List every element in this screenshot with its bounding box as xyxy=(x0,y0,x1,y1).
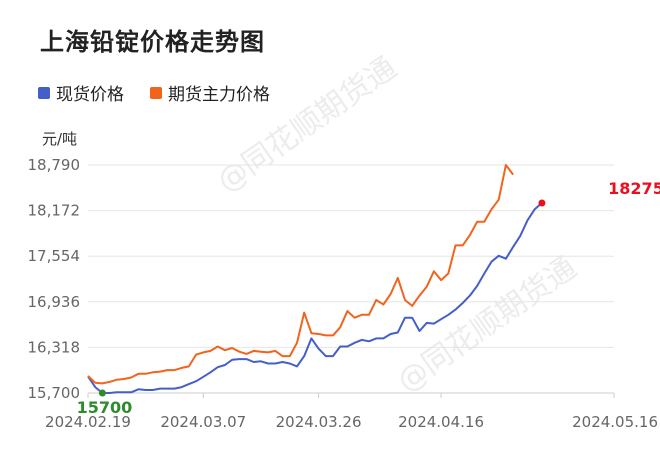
legend-item-spot[interactable]: 现货价格 xyxy=(38,80,124,105)
legend-swatch-futures xyxy=(150,86,162,99)
series-line-spot xyxy=(87,202,543,394)
legend-item-futures[interactable]: 期货主力价格 xyxy=(150,80,270,105)
y-tick-label: 15,700 xyxy=(28,384,81,402)
low-marker xyxy=(98,389,106,397)
x-tick-label: 2024.04.16 xyxy=(398,413,484,431)
y-tick-label: 17,554 xyxy=(28,247,81,265)
x-tick-label: 2024.02.19 xyxy=(45,413,131,431)
x-tick-label: 2024.03.07 xyxy=(160,413,246,431)
y-tick-label: 18,790 xyxy=(28,156,81,174)
y-tick-label: 16,318 xyxy=(28,338,81,356)
legend: 现货价格 期货主力价格 xyxy=(38,80,296,105)
latest-marker xyxy=(538,199,546,207)
legend-swatch-spot xyxy=(38,86,50,99)
latest-label: 18275 xyxy=(608,179,660,198)
y-tick-label: 16,936 xyxy=(28,293,81,311)
y-tick-label: 18,172 xyxy=(28,202,81,220)
chart-title: 上海铅锭价格走势图 xyxy=(40,28,265,56)
series-line-futures xyxy=(87,164,514,385)
x-tick-label: 2024.05.16 xyxy=(572,413,658,431)
y-axis-unit: 元/吨 xyxy=(42,130,78,148)
low-label: 15700 xyxy=(77,398,133,417)
x-tick-label: 2024.03.26 xyxy=(276,413,362,431)
legend-label-futures: 期货主力价格 xyxy=(168,85,270,105)
legend-label-spot: 现货价格 xyxy=(56,85,124,105)
